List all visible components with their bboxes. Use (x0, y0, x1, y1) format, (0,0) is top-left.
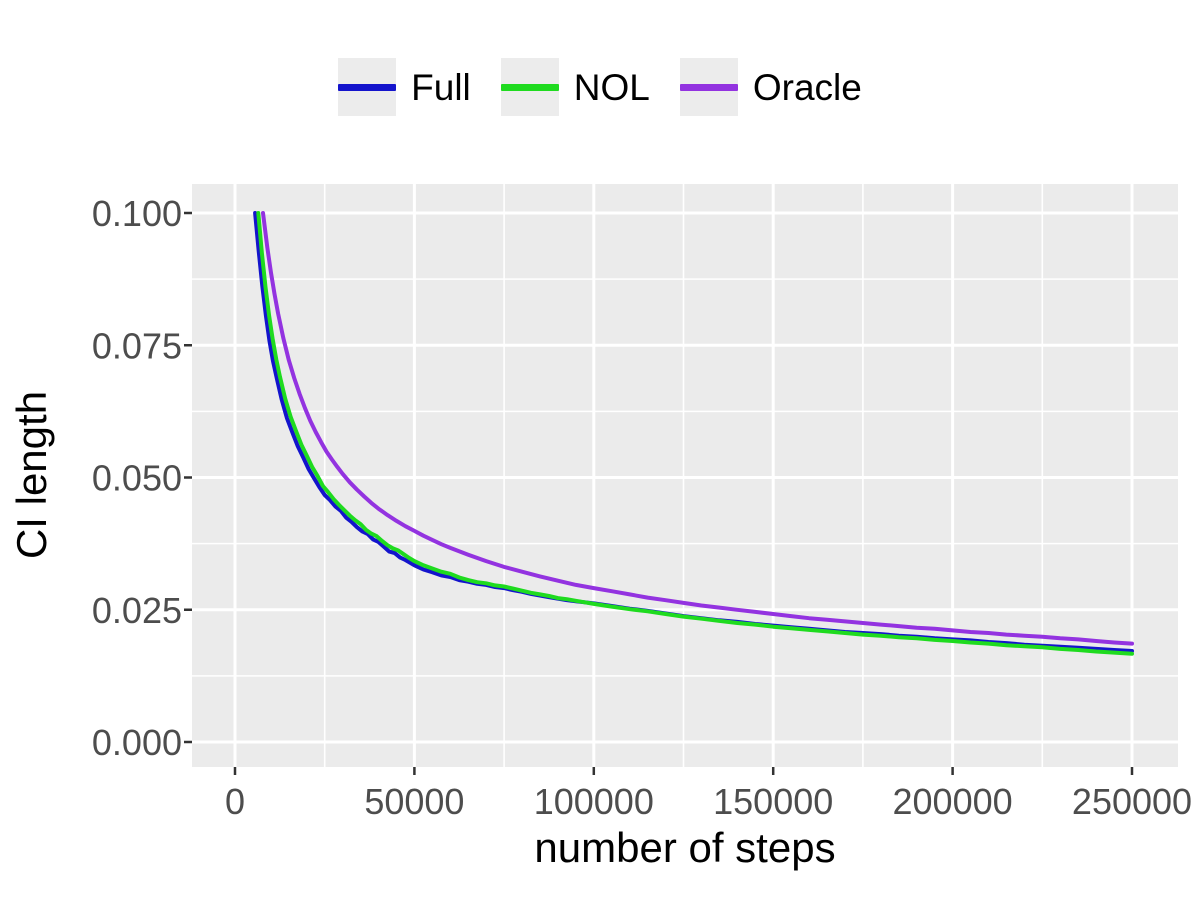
legend-item: Oracle (679, 58, 862, 116)
legend-key (679, 58, 738, 116)
y-tick-label: 0.025 (92, 590, 182, 631)
legend-label: Oracle (752, 66, 862, 108)
x-tick-label: 250000 (1072, 781, 1192, 822)
legend-item: Full (338, 58, 471, 116)
x-tick-label: 0 (225, 781, 245, 822)
legend-label: Full (411, 66, 471, 108)
y-tick-label: 0.050 (92, 458, 182, 499)
legend-label: NOL (573, 66, 650, 108)
x-tick-label: 100000 (534, 781, 654, 822)
legend-key-line-icon (338, 83, 397, 91)
x-axis-title: number of steps (534, 824, 835, 871)
legend-key-line-icon (679, 83, 738, 91)
legend-key-line-icon (500, 83, 559, 91)
legend: Full NOL Oracle (0, 56, 1200, 118)
y-axis-title: CI length (8, 391, 55, 559)
y-tick-label: 0.100 (92, 193, 182, 234)
series-line-oracle (261, 211, 1134, 646)
legend-key (500, 58, 559, 116)
plot-panel (192, 184, 1178, 767)
legend-item: NOL (500, 58, 650, 116)
x-tick-label: 200000 (893, 781, 1013, 822)
series-line-nol (256, 211, 1134, 656)
y-tick-label: 0.000 (92, 722, 182, 763)
x-tick-label: 50000 (364, 781, 464, 822)
y-tick-label: 0.075 (92, 325, 182, 366)
legend-key (338, 58, 397, 116)
x-tick-label: 150000 (713, 781, 833, 822)
